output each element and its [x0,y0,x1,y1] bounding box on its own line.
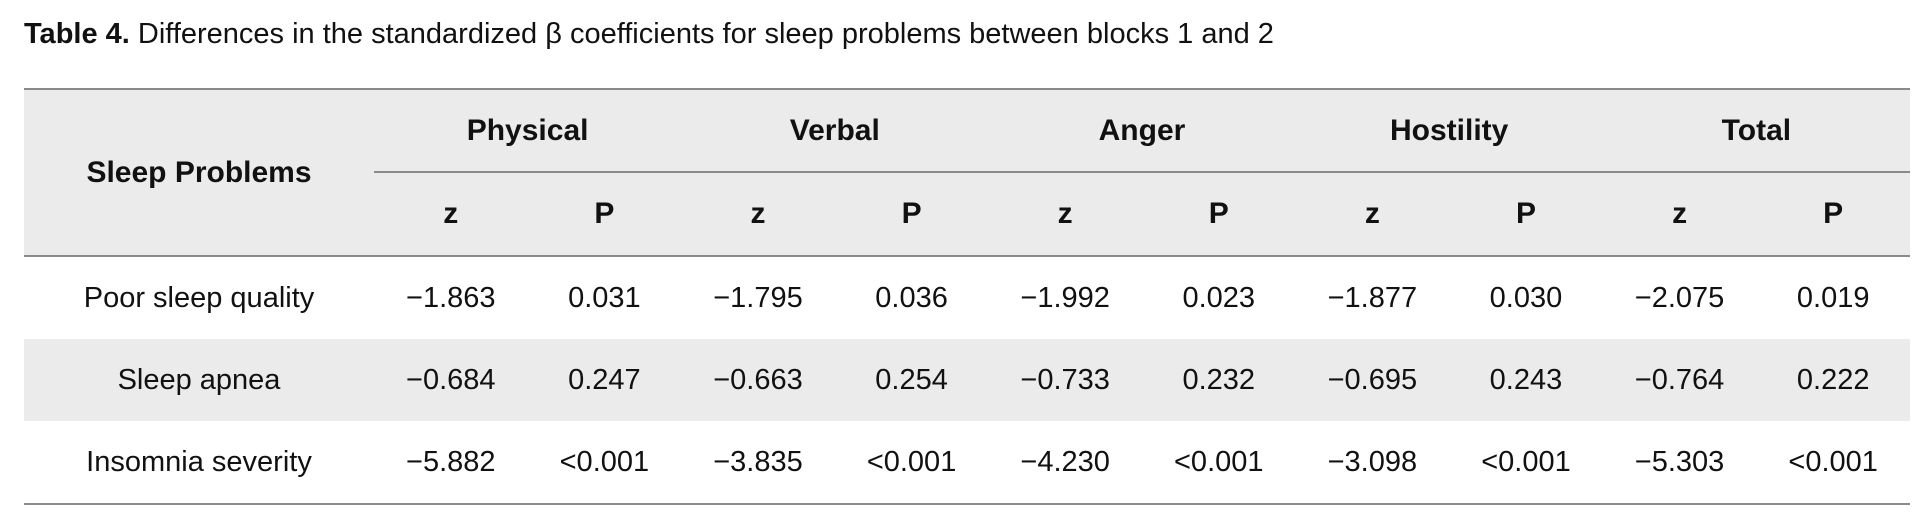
cell-hostility-p: 0.243 [1489,363,1563,396]
cell-verbal-p: 0.254 [875,363,948,396]
sub-header-p: P [1208,197,1229,230]
cell-hostility-z: −3.098 [1327,445,1418,478]
table-caption-label: Table 4. [24,18,130,50]
cell-verbal-p: 0.036 [875,281,948,314]
cell-hostility-p: 0.030 [1489,281,1563,314]
cell-total-p: <0.001 [1788,445,1878,478]
cell-hostility-p: <0.001 [1481,445,1571,478]
cell-verbal-z: −3.835 [713,445,803,478]
cell-physical-z: −5.882 [406,445,496,478]
cell-physical-p: <0.001 [559,445,650,478]
sub-header-z: z [443,197,459,230]
sub-header-p: P [1823,197,1844,230]
table-header: Sleep Problems Physical Verbal Anger Hos… [24,89,1910,256]
row-label-header: Sleep Problems [86,155,312,189]
cell-anger-p: 0.232 [1182,363,1256,396]
cell-physical-z: −0.684 [406,363,496,396]
cell-verbal-p: <0.001 [866,445,957,478]
cell-total-z: −2.075 [1634,281,1725,314]
group-header-hostility: Hostility [1295,89,1603,173]
table-body: Poor sleep quality −1.863 0.031 −1.795 0… [24,256,1910,504]
sub-header-z: z [1364,197,1380,230]
group-header-anger: Anger [988,89,1296,173]
sub-header-p: P [594,197,615,230]
cell-total-p: 0.222 [1796,363,1870,396]
row-label: Poor sleep quality [83,281,315,314]
cell-total-z: −5.303 [1634,445,1725,478]
sub-header-z: z [750,197,766,230]
sub-header-p: P [1515,197,1536,230]
table-row: Poor sleep quality −1.863 0.031 −1.795 0… [24,256,1910,339]
cell-anger-p: 0.023 [1182,281,1256,314]
group-header-total: Total [1602,89,1910,173]
cell-anger-z: −0.733 [1020,363,1110,396]
table-row: Sleep apnea −0.684 0.247 −0.663 0.254 −0… [24,339,1910,421]
table-row: Insomnia severity −5.882 <0.001 −3.835 <… [24,421,1910,504]
cell-anger-z: −1.992 [1020,281,1110,314]
table-caption: Table 4. Differences in the standardized… [24,14,1274,54]
cell-hostility-z: −1.877 [1327,281,1418,314]
group-header-physical: Physical [374,89,682,173]
results-table: Sleep Problems Physical Verbal Anger Hos… [24,88,1910,505]
cell-total-p: 0.019 [1796,281,1870,314]
sub-header-z: z [1672,197,1688,230]
cell-verbal-z: −1.795 [713,281,803,314]
cell-anger-p: <0.001 [1174,445,1264,478]
row-label: Insomnia severity [86,445,312,478]
cell-verbal-z: −0.663 [713,363,803,396]
cell-anger-z: −4.230 [1020,445,1110,478]
cell-hostility-z: −0.695 [1327,363,1418,396]
table-caption-text: Differences in the standardized β coeffi… [129,18,1274,50]
cell-physical-z: −1.863 [406,281,496,314]
group-header-verbal: Verbal [681,89,989,173]
sub-header-p: P [901,197,922,230]
sub-header-z: z [1057,197,1073,230]
cell-physical-p: 0.247 [568,363,641,396]
cell-physical-p: 0.031 [568,281,641,314]
cell-total-z: −0.764 [1634,363,1725,396]
row-label: Sleep apnea [117,363,281,396]
